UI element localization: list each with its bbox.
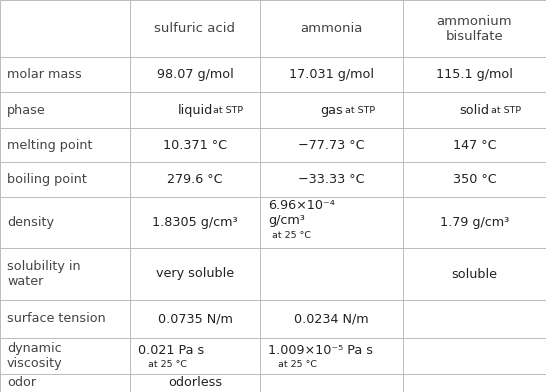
Text: at 25 °C: at 25 °C — [278, 360, 317, 369]
Text: odor: odor — [7, 376, 36, 390]
Text: 0.0234 N/m: 0.0234 N/m — [294, 312, 369, 325]
Text: solubility in
water: solubility in water — [7, 260, 81, 288]
Text: soluble: soluble — [452, 267, 497, 281]
Text: molar mass: molar mass — [7, 68, 82, 81]
Text: 1.8305 g/cm³: 1.8305 g/cm³ — [152, 216, 238, 229]
Text: very soluble: very soluble — [156, 267, 234, 281]
Text: 279.6 °C: 279.6 °C — [167, 173, 223, 186]
Text: 1.79 g/cm³: 1.79 g/cm³ — [440, 216, 509, 229]
Text: ammonium
bisulfate: ammonium bisulfate — [437, 15, 512, 42]
Text: 147 °C: 147 °C — [453, 138, 496, 151]
Text: solid: solid — [460, 103, 490, 116]
Text: density: density — [7, 216, 54, 229]
Text: at STP: at STP — [485, 105, 521, 114]
Text: odorless: odorless — [168, 376, 222, 390]
Text: dynamic
viscosity: dynamic viscosity — [7, 342, 63, 370]
Text: at STP: at STP — [339, 105, 375, 114]
Text: 0.0735 N/m: 0.0735 N/m — [158, 312, 233, 325]
Text: ammonia: ammonia — [300, 22, 363, 35]
Text: 0.021 Pa s: 0.021 Pa s — [138, 345, 204, 358]
Text: at 25 °C: at 25 °C — [148, 360, 187, 369]
Text: gas: gas — [320, 103, 343, 116]
Text: phase: phase — [7, 103, 46, 116]
Text: 350 °C: 350 °C — [453, 173, 496, 186]
Text: melting point: melting point — [7, 138, 92, 151]
Text: 6.96×10⁻⁴
g/cm³: 6.96×10⁻⁴ g/cm³ — [268, 199, 335, 227]
Text: sulfuric acid: sulfuric acid — [155, 22, 235, 35]
Text: at 25 °C: at 25 °C — [272, 231, 311, 240]
Text: at STP: at STP — [207, 105, 244, 114]
Text: 115.1 g/mol: 115.1 g/mol — [436, 68, 513, 81]
Text: boiling point: boiling point — [7, 173, 87, 186]
Text: 98.07 g/mol: 98.07 g/mol — [157, 68, 233, 81]
Text: 17.031 g/mol: 17.031 g/mol — [289, 68, 374, 81]
Text: surface tension: surface tension — [7, 312, 106, 325]
Text: 10.371 °C: 10.371 °C — [163, 138, 227, 151]
Text: liquid: liquid — [177, 103, 212, 116]
Text: −33.33 °C: −33.33 °C — [298, 173, 365, 186]
Text: −77.73 °C: −77.73 °C — [298, 138, 365, 151]
Text: 1.009×10⁻⁵ Pa s: 1.009×10⁻⁵ Pa s — [268, 345, 373, 358]
